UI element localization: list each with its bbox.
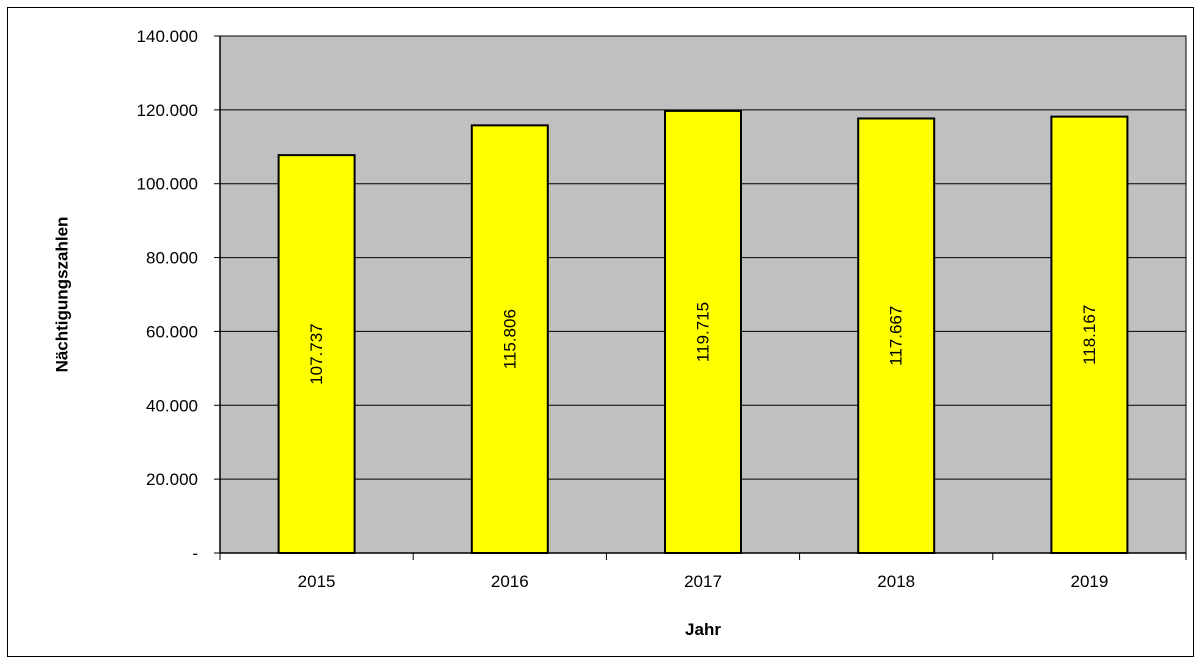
bar-data-label: 117.667 — [887, 306, 906, 366]
x-tick-label: 2016 — [491, 572, 529, 591]
y-tick-label: 60.000 — [146, 322, 198, 341]
axes — [214, 35, 1187, 560]
y-axis-title: Nächtigungszahlen — [53, 217, 72, 373]
x-tick-label: 2015 — [298, 572, 336, 591]
bar-2016 — [470, 124, 549, 555]
y-tick-label: 20.000 — [146, 470, 198, 489]
bar-data-label: 118.167 — [1080, 305, 1099, 365]
y-tick-label: 120.000 — [137, 101, 198, 120]
x-tick-labels: 2015 2016 2017 2018 2019 — [298, 572, 1109, 591]
y-tick-label: 140.000 — [137, 27, 198, 46]
x-tick-label: 2019 — [1070, 572, 1108, 591]
y-tick-label: - — [192, 544, 198, 563]
y-tick-labels: - 20.000 40.000 60.000 80.000 100.000 120.000 1… — [137, 27, 198, 563]
y-tick-label: 40.000 — [146, 396, 198, 415]
bars: 107.737 115.806 119.715 117.667 118.167 — [277, 109, 1129, 555]
y-tick-label: 80.000 — [146, 249, 198, 268]
x-axis-title: Jahr — [685, 620, 721, 639]
x-tick-label: 2018 — [877, 572, 915, 591]
bar-2015 — [277, 154, 356, 555]
bar-2019 — [1050, 115, 1129, 554]
bar-data-label: 107.737 — [307, 323, 326, 384]
bar-data-label: 115.806 — [500, 309, 519, 369]
bar-data-label: 119.715 — [694, 302, 713, 362]
bar-2017 — [664, 109, 742, 554]
x-tick-label: 2017 — [684, 572, 722, 591]
y-tick-label: 100.000 — [137, 175, 198, 194]
